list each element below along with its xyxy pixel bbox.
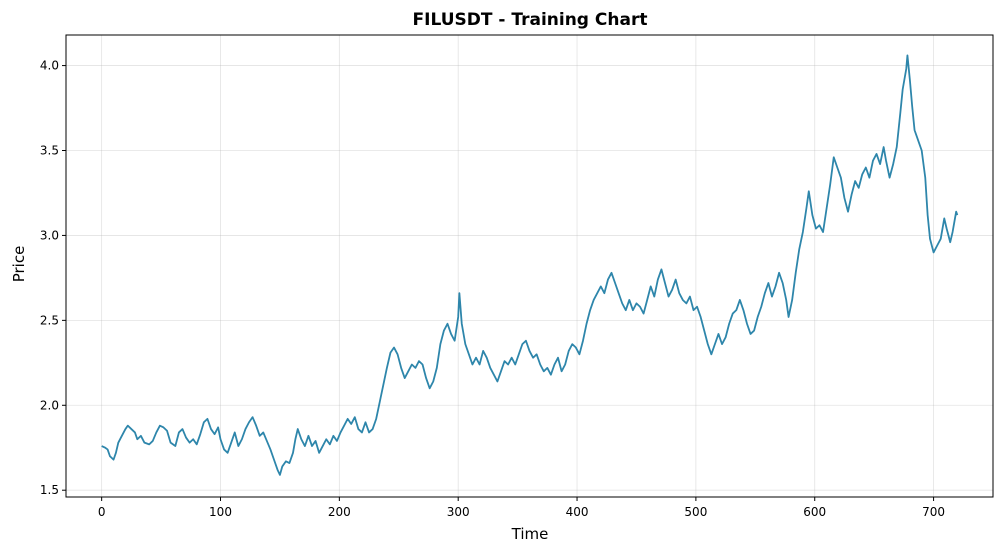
axis-ticks: 0 100 200 300 400 500 600 700 1.5 2.0 2.5 3.0 3.5 4.0 xyxy=(40,59,945,519)
y-axis-title: Price xyxy=(10,246,28,283)
x-tick-label: 300 xyxy=(447,505,470,519)
y-tick-label: 3.5 xyxy=(40,144,59,158)
price-line xyxy=(101,54,959,476)
x-tick-label: 700 xyxy=(922,505,945,519)
plot-area-frame xyxy=(65,34,994,498)
x-tick-label: 200 xyxy=(328,505,351,519)
y-tick-label: 2.0 xyxy=(40,398,59,412)
grid xyxy=(66,35,993,497)
y-tick-label: 4.0 xyxy=(40,59,59,73)
x-tick-label: 500 xyxy=(684,505,707,519)
y-tick-label: 1.5 xyxy=(40,483,59,497)
x-tick-label: 400 xyxy=(566,505,589,519)
chart-title: FILUSDT - Training Chart xyxy=(413,10,648,30)
y-tick-label: 2.5 xyxy=(40,313,59,327)
x-axis-title: Time xyxy=(511,525,549,543)
x-tick-label: 0 xyxy=(98,505,106,519)
y-tick-label: 3.0 xyxy=(40,228,59,242)
x-tick-label: 600 xyxy=(803,505,826,519)
x-tick-label: 100 xyxy=(209,505,232,519)
